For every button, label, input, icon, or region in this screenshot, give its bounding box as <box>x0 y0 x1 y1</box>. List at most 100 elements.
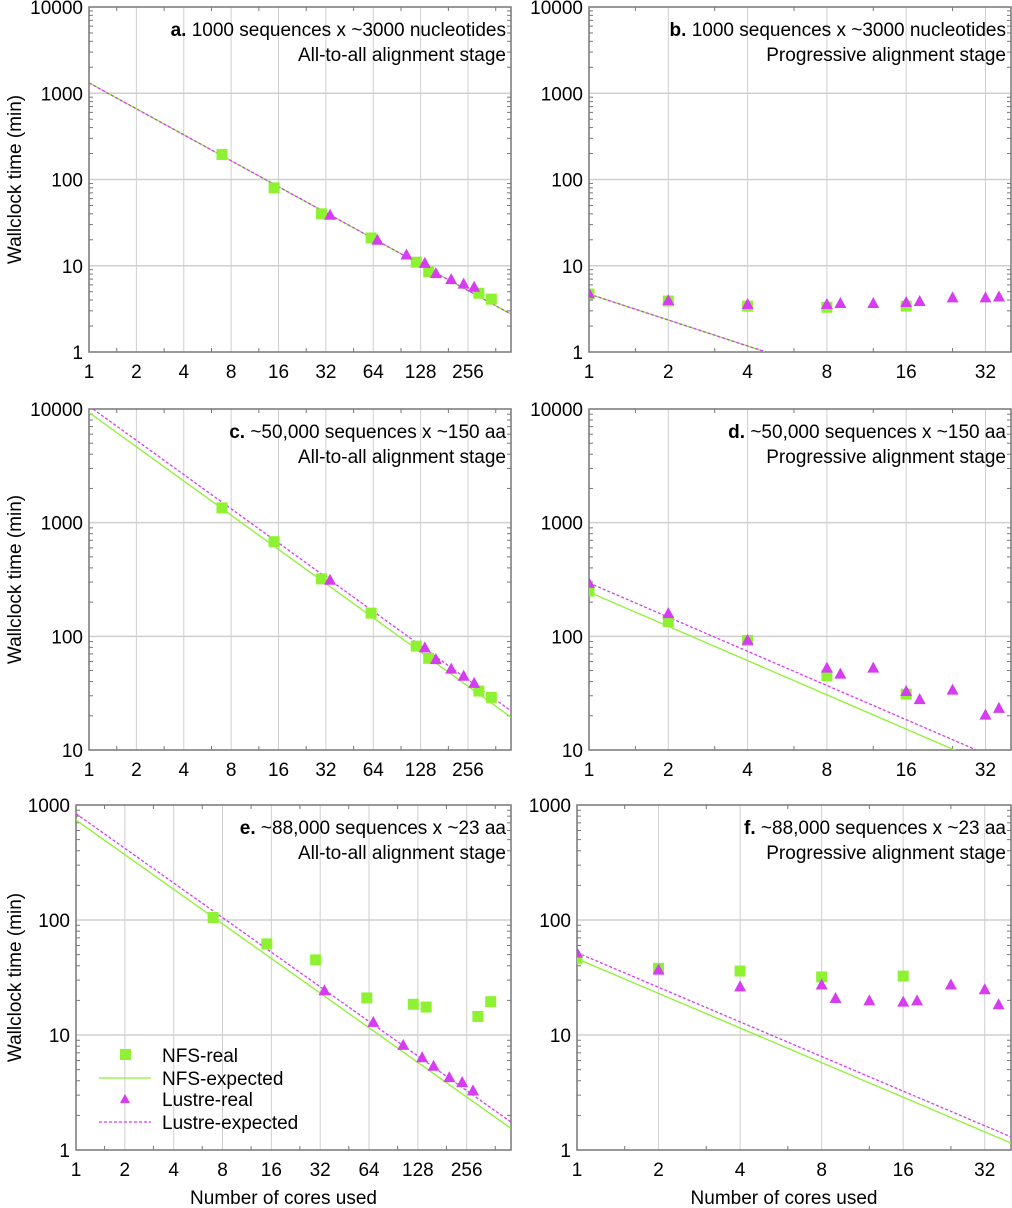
x-tick-label: 4 <box>742 760 753 781</box>
nfs-real-point <box>423 266 435 278</box>
y-tick-label: 1 <box>72 343 83 364</box>
x-tick-label: 16 <box>893 1160 914 1181</box>
nfs-real-point <box>897 970 909 982</box>
panel-subtitle: Progressive alignment stage <box>766 447 1006 468</box>
lustre-real-point <box>979 291 992 303</box>
legend-triangle-marker <box>120 1094 130 1103</box>
panel-subtitle: Progressive alignment stage <box>766 843 1006 864</box>
x-axis-title: Number of cores used <box>691 1188 878 1208</box>
x-tick-label: 16 <box>261 1160 282 1181</box>
lustre-real-point <box>445 662 458 674</box>
y-tick-label: 100 <box>539 911 571 932</box>
lustre-real-point <box>457 277 470 289</box>
nfs-real-point <box>361 992 373 1004</box>
lustre-real-point <box>467 1084 480 1096</box>
x-tick-label: 8 <box>226 362 237 383</box>
panel-a: 1 2 4 8 16 32 64 128 256 1 10 100 1000 10000 Wallclock… <box>5 0 512 383</box>
lustre-real-point <box>400 248 413 260</box>
lustre-real-point <box>456 1076 469 1088</box>
lustre-expected-line <box>589 582 979 750</box>
panel-title-text: ~88,000 sequences x ~23 aa <box>756 818 1007 839</box>
legend-item: Lustre-expected <box>99 1113 298 1134</box>
nfs-real-point <box>315 573 327 585</box>
y-tick-label: 100 <box>51 627 83 648</box>
y-axis-title: Wallclock time (min) <box>5 495 26 664</box>
x-tick-label: 32 <box>315 362 336 383</box>
lustre-real-point <box>589 287 595 299</box>
x-tick-label: 128 <box>405 760 437 781</box>
legend-item: NFS-real <box>120 1046 238 1067</box>
panel-letter: c. <box>229 422 245 443</box>
lustre-expected-line <box>589 293 769 352</box>
nfs-real-point <box>821 670 833 682</box>
nfs-real-point <box>816 971 828 983</box>
nfs-real-point <box>472 1010 484 1022</box>
legend: NFS-realNFS-expectedLustre-realLustre-ex… <box>99 1046 298 1134</box>
y-tick-label: 1 <box>560 1141 571 1162</box>
x-tick-label: 16 <box>268 362 289 383</box>
y-tick-label: 10000 <box>530 0 583 19</box>
nfs-real-point <box>261 938 273 950</box>
nfs-real-point <box>485 996 497 1008</box>
panel-subtitle: Progressive alignment stage <box>766 45 1006 66</box>
lustre-real-point <box>324 573 337 585</box>
lustre-real-point <box>371 233 384 245</box>
lustre-real-point <box>589 576 595 588</box>
x-tick-label: 8 <box>217 1160 228 1181</box>
y-tick-label: 10 <box>562 257 583 278</box>
nfs-real-point <box>310 954 322 966</box>
y-tick-label: 10000 <box>30 0 83 19</box>
y-axis-title: Wallclock time (min) <box>5 893 26 1062</box>
legend-item: Lustre-real <box>120 1090 253 1111</box>
x-tick-label: 256 <box>452 362 484 383</box>
panel-letter: f. <box>744 818 756 839</box>
x-tick-label: 32 <box>310 1160 331 1181</box>
legend-label: Lustre-real <box>162 1090 253 1111</box>
nfs-expected-line <box>589 293 769 352</box>
lustre-real-point <box>867 661 880 673</box>
lustre-real-point <box>867 296 880 308</box>
panel-title: d. ~50,000 sequences x ~150 aa <box>728 422 1006 443</box>
lustre-real-point <box>652 963 665 975</box>
x-tick-label: 32 <box>315 760 336 781</box>
panel-letter: b. <box>670 20 687 41</box>
x-tick-label: 2 <box>663 760 674 781</box>
panel-title-text: ~88,000 sequences x ~23 aa <box>256 818 507 839</box>
x-tick-label: 256 <box>451 1160 483 1181</box>
plot-area <box>89 82 511 315</box>
x-tick-label: 4 <box>178 760 189 781</box>
nfs-real-point <box>423 652 435 664</box>
y-tick-label: 100 <box>38 911 70 932</box>
nfs-real-point <box>577 953 583 965</box>
panel-subtitle: All-to-all alignment stage <box>298 447 506 468</box>
x-tick-label: 8 <box>226 760 237 781</box>
panel-e: 1 2 4 8 16 32 64 128 256 1 10 100 1000 Wallclock time… <box>5 796 512 1208</box>
y-tick-label: 10 <box>62 741 83 762</box>
lustre-real-point <box>429 267 442 279</box>
y-tick-label: 1000 <box>41 84 83 105</box>
lustre-real-point <box>318 984 331 996</box>
nfs-real-point <box>473 287 485 299</box>
x-tick-label: 1 <box>84 362 95 383</box>
lustre-real-point <box>820 661 833 673</box>
panel-b: 1 2 4 8 16 32 1 10 100 1000 10000 b. 1000 sequences… <box>530 0 1012 383</box>
legend-square-marker <box>120 1049 131 1060</box>
lustre-expected-line <box>89 82 511 315</box>
lustre-real-point <box>324 208 337 220</box>
lustre-real-point <box>468 676 481 688</box>
plot-area <box>577 946 1011 1144</box>
lustre-expected-line <box>91 409 511 712</box>
panel-title-text: ~50,000 sequences x ~150 aa <box>745 422 1006 443</box>
y-tick-label: 10000 <box>530 400 583 421</box>
lustre-real-point <box>834 667 847 679</box>
panel-title-text: ~50,000 sequences x ~150 aa <box>245 422 506 443</box>
lustre-real-point <box>978 983 991 995</box>
nfs-real-point <box>207 912 219 924</box>
plot-area <box>89 409 511 718</box>
lustre-real-point <box>897 995 910 1007</box>
lustre-real-point <box>992 290 1005 302</box>
nfs-real-point <box>365 232 377 244</box>
lustre-expected-line <box>577 952 1011 1138</box>
x-tick-label: 16 <box>268 760 289 781</box>
